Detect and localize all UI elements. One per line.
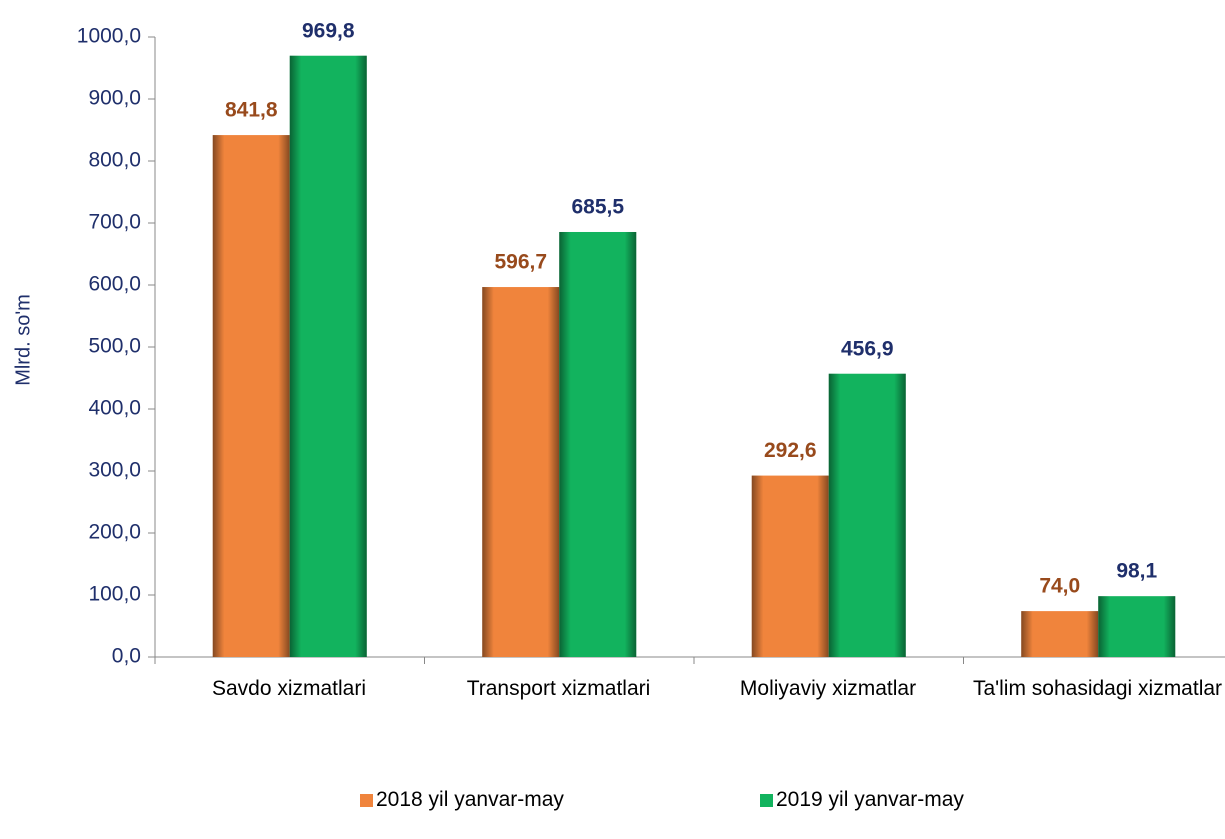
bar-shade (751, 475, 829, 657)
y-tick-label: 200,0 (88, 521, 141, 544)
bar-shade (559, 231, 637, 658)
y-tick-label: 800,0 (88, 149, 141, 172)
data-label: 456,9 (841, 337, 894, 360)
bar-shade (1021, 611, 1099, 657)
x-tick-label: Transport xizmatlari (466, 677, 651, 700)
data-label: 685,5 (571, 196, 624, 219)
data-label: 596,7 (494, 251, 547, 274)
x-tick-label: Savdo xizmatlari (211, 677, 367, 700)
y-tick-label: 400,0 (88, 397, 141, 420)
y-tick-label: 900,0 (88, 87, 141, 110)
x-tick-label: Ta'lim sohasidagi xizmatlar (972, 677, 1223, 700)
data-label: 98,1 (1116, 560, 1157, 583)
y-tick-label: 300,0 (88, 459, 141, 482)
bar-shade (289, 55, 367, 657)
data-label: 292,6 (764, 439, 817, 462)
y-tick-label: 600,0 (88, 273, 141, 296)
legend-item: 2019 yil yanvar-may (760, 788, 964, 812)
data-label: 969,8 (302, 19, 355, 42)
legend-item: 2018 yil yanvar-may (360, 788, 564, 812)
bar-shade (482, 287, 560, 657)
y-axis-title: Mlrd. so'm (12, 294, 34, 386)
legend-label: 2018 yil yanvar-may (376, 788, 564, 811)
y-tick-label: 0,0 (112, 645, 141, 668)
y-tick-label: 1000,0 (77, 25, 141, 48)
y-tick-label: 500,0 (88, 335, 141, 358)
bar-shade (828, 373, 906, 657)
data-label: 841,8 (225, 99, 278, 122)
legend-label: 2019 yil yanvar-may (776, 788, 964, 811)
x-tick-label: Moliyaviy xizmatlar (739, 677, 917, 700)
legend-swatch (760, 793, 773, 807)
bar-shade (1098, 596, 1176, 657)
legend-swatch (360, 793, 373, 807)
data-label: 74,0 (1039, 575, 1080, 598)
y-tick-label: 700,0 (88, 211, 141, 234)
bar-shade (212, 135, 290, 658)
y-tick-label: 100,0 (88, 583, 141, 606)
